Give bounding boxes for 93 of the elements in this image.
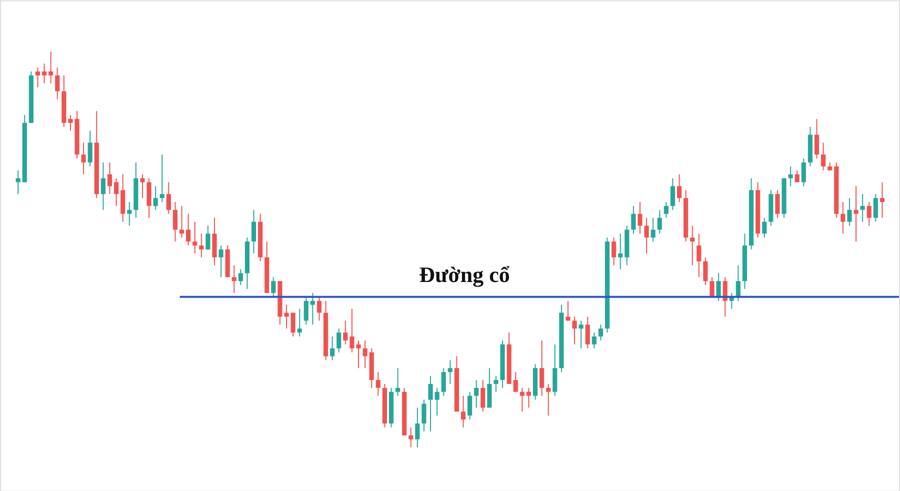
candlestick	[238, 268, 243, 286]
candlestick	[566, 300, 570, 322]
candlestick	[460, 395, 466, 428]
candlestick	[494, 376, 498, 392]
candlestick	[160, 154, 164, 202]
candlestick	[310, 292, 315, 326]
candlestick	[866, 201, 872, 226]
candlestick	[395, 368, 400, 396]
candlestick	[120, 174, 126, 222]
candlestick	[336, 328, 342, 353]
candlestick	[330, 336, 335, 361]
candlestick	[467, 391, 472, 420]
candlestick	[650, 217, 656, 242]
candlestick	[880, 182, 885, 218]
candlestick	[376, 372, 380, 396]
candlestick	[153, 186, 158, 210]
candlestick	[592, 332, 596, 349]
candlestick	[578, 320, 584, 349]
candlestick	[316, 296, 322, 322]
candlestick	[448, 360, 452, 384]
candlestick	[710, 276, 714, 298]
candlestick	[585, 316, 590, 349]
candlestick	[480, 379, 486, 412]
candlestick	[788, 166, 793, 187]
candlestick	[218, 245, 224, 278]
candlestick	[670, 178, 676, 210]
candlestick	[107, 162, 112, 195]
candlestick	[428, 376, 433, 432]
candlestick	[146, 178, 152, 218]
candlestick	[343, 320, 348, 345]
candlestick	[88, 130, 92, 167]
candlestick	[703, 256, 708, 286]
candlestick	[690, 225, 695, 266]
candlestick	[251, 209, 256, 254]
candlestick	[840, 201, 846, 234]
candlestick	[172, 201, 178, 242]
candlestick	[199, 233, 204, 258]
candlestick	[716, 272, 721, 302]
candlestick	[166, 182, 171, 214]
candlestick	[520, 387, 524, 412]
candlestick	[81, 142, 86, 175]
candlestick	[612, 237, 616, 266]
candlestick	[140, 174, 145, 199]
candlestick	[114, 178, 119, 206]
candlestick	[127, 201, 132, 226]
candlestick	[271, 276, 276, 298]
candlestick	[422, 399, 426, 432]
candlestick	[552, 344, 558, 396]
candlestick	[474, 379, 479, 408]
candlestick	[434, 387, 440, 416]
candlestick	[526, 387, 532, 408]
candlestick	[821, 142, 826, 171]
candlestick	[487, 368, 492, 408]
candlestick	[775, 190, 780, 218]
candlestick	[801, 158, 806, 187]
candlestick	[304, 296, 308, 326]
candlestick	[206, 225, 210, 250]
candlestick	[48, 51, 54, 84]
candlestick	[676, 174, 682, 202]
candlestick	[35, 67, 40, 88]
candlestick	[631, 205, 636, 234]
candlestick	[100, 162, 106, 210]
candlestick	[598, 324, 604, 341]
candlestick	[408, 426, 414, 448]
candlestick	[854, 186, 858, 242]
candlestick	[860, 194, 865, 222]
candlestick	[644, 217, 649, 254]
candlestick	[638, 201, 642, 234]
candlestick	[441, 368, 446, 396]
candlestick	[546, 383, 551, 416]
candlestick	[192, 221, 198, 254]
candlestick	[873, 194, 878, 222]
candlestick	[736, 264, 740, 302]
candlestick	[415, 407, 420, 448]
candlestick	[572, 316, 577, 345]
candlestick	[232, 264, 236, 294]
candlestick	[297, 308, 302, 337]
candlestick	[618, 233, 623, 270]
candlestick	[847, 198, 852, 226]
candlestick	[696, 233, 702, 278]
ref-line-label: Đường cổ	[419, 262, 510, 287]
candlestick	[664, 201, 668, 218]
candlestick	[762, 217, 767, 238]
candlestick	[42, 63, 47, 84]
candlestick	[657, 209, 662, 234]
candlestick	[212, 217, 217, 266]
candlestick	[55, 67, 60, 100]
candlestick	[540, 340, 544, 396]
candlestick	[186, 213, 191, 246]
candlestick	[179, 205, 184, 238]
candlestick	[814, 118, 820, 159]
candlestick	[513, 372, 518, 392]
candlestick	[362, 340, 368, 369]
